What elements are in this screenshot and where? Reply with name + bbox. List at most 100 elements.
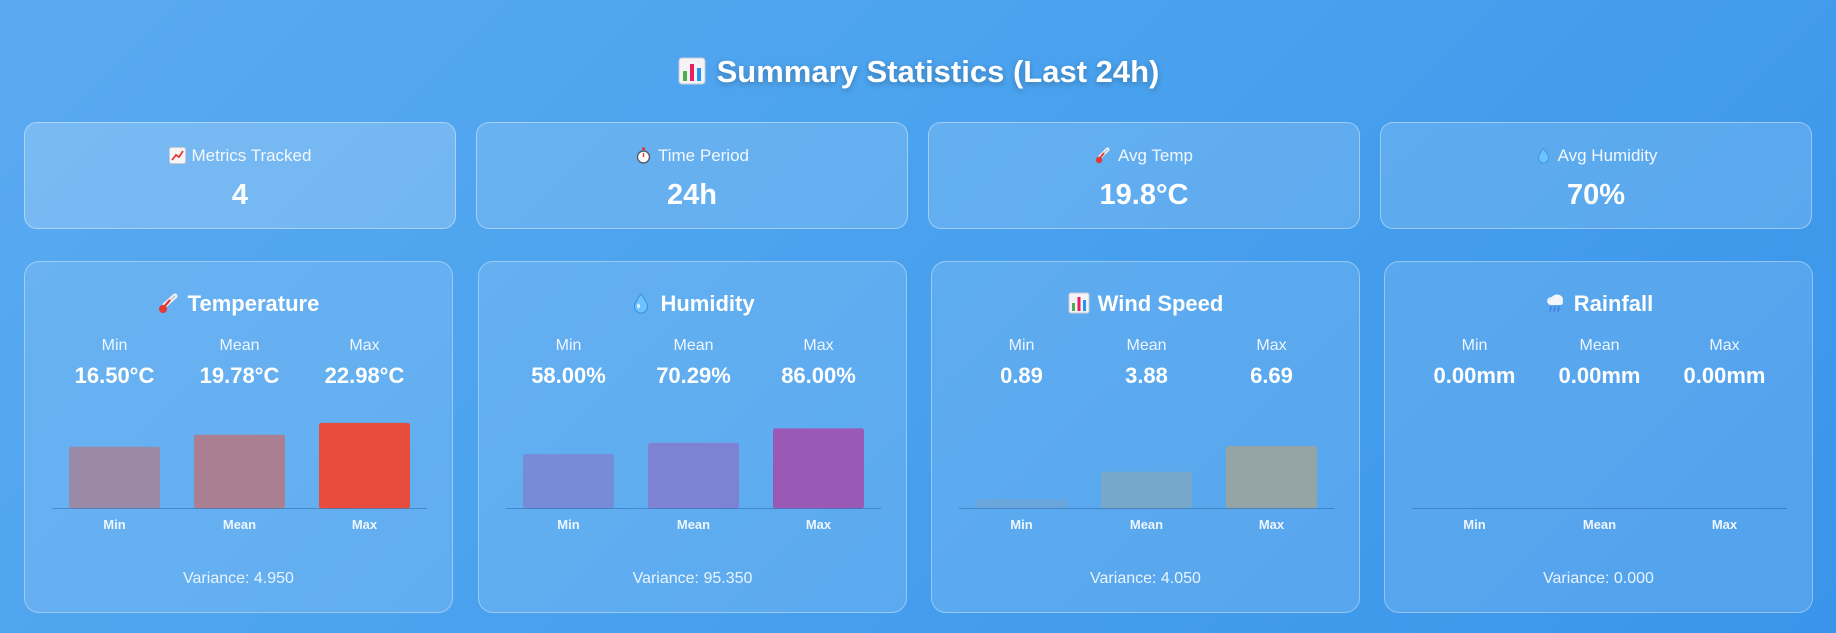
card-title: Wind Speed (932, 290, 1359, 318)
stat-label: Max (349, 337, 380, 354)
tick-label-max: Max (806, 517, 832, 529)
stat-min: Min 16.50°C (52, 336, 177, 390)
tick-label-mean: Mean (1583, 517, 1616, 529)
kpi-card-avg-humidity: Avg Humidity 70% (1380, 122, 1812, 229)
bar-chart: Min Mean Max (959, 404, 1334, 529)
kpi-label-text: Avg Humidity (1557, 146, 1658, 165)
bar-max (773, 428, 864, 509)
tick-label-min: Min (1010, 517, 1032, 529)
stat-label: Min (1461, 337, 1488, 354)
page-title: Summary Statistics (Last 24h) (0, 52, 1836, 92)
variance-text: Variance: 4.950 (183, 570, 294, 587)
stat-value: 22.98°C (324, 363, 405, 388)
card-title: Temperature (25, 290, 452, 318)
stat-max: Max 22.98°C (302, 336, 427, 390)
thermometer-icon (1095, 147, 1112, 164)
stat-max: Max 86.00% (756, 336, 881, 390)
tick-label-mean: Mean (223, 517, 256, 529)
kpi-card-metrics-tracked: Metrics Tracked 4 (24, 122, 456, 229)
variance-text: Variance: 0.000 (1543, 570, 1654, 587)
bar-chart-svg: Min Mean Max (506, 428, 881, 529)
tick-label-max: Max (1712, 517, 1738, 529)
stat-card-humidity: Humidity Min 58.00% Mean 70.29% Max 86.0… (478, 261, 907, 613)
bar-mean (194, 434, 285, 509)
card-title-text: Temperature (187, 291, 320, 316)
stopwatch-icon (635, 147, 652, 164)
stat-value: 70.29% (656, 363, 731, 388)
tick-label-mean: Mean (677, 517, 710, 529)
bar-chart-svg: Min Mean Max (1412, 508, 1787, 529)
stat-label: Mean (1579, 337, 1620, 354)
tick-label-min: Min (103, 517, 125, 529)
stat-value: 58.00% (531, 363, 606, 388)
tick-label-mean: Mean (1130, 517, 1163, 529)
kpi-card-avg-temp: Avg Temp 19.8°C (928, 122, 1360, 229)
stat-value: 0.89 (1000, 363, 1043, 388)
stat-min: Min 58.00% (506, 336, 631, 390)
bar-min (523, 454, 614, 509)
kpi-label-text: Metrics Tracked (191, 146, 312, 165)
variance-text: Variance: 95.350 (632, 570, 753, 587)
kpi-label-avg-temp: Avg Temp (929, 145, 1359, 167)
bar-min (976, 499, 1067, 509)
stat-min: Min 0.00mm (1412, 336, 1537, 390)
kpi-label-text: Time Period (657, 146, 749, 165)
kpi-value-metrics-tracked: 4 (231, 179, 249, 211)
bar-chart-svg: Min Mean Max (52, 422, 427, 529)
trend-up-icon (168, 147, 186, 164)
stat-value: 0.00mm (1558, 363, 1641, 388)
stat-card-wind-speed: Wind Speed Min 0.89 Mean 3.88 Max 6.69 M… (931, 261, 1360, 613)
stat-card-temperature: Temperature Min 16.50°C Mean 19.78°C Max… (24, 261, 453, 613)
stat-label: Mean (673, 337, 714, 354)
stat-value: 6.69 (1250, 363, 1293, 388)
page-title-text: Summary Statistics (Last 24h) (716, 54, 1160, 89)
card-title: Rainfall (1385, 290, 1812, 318)
stat-label: Min (1008, 337, 1035, 354)
kpi-label-text: Avg Temp (1118, 146, 1193, 165)
stat-min: Min 0.89 (959, 336, 1084, 390)
kpi-value-avg-temp: 19.8°C (1099, 179, 1189, 211)
stat-label: Max (803, 337, 834, 354)
bar-chart: Min Mean Max (1412, 404, 1787, 529)
kpi-value-time-period: 24h (667, 179, 717, 211)
card-title: Humidity (479, 290, 906, 318)
stat-mean: Mean 3.88 (1084, 336, 1209, 390)
stat-cards: Temperature Min 16.50°C Mean 19.78°C Max… (24, 261, 1813, 613)
card-title-text: Humidity (660, 291, 755, 316)
stat-mean: Mean 19.78°C (177, 336, 302, 390)
bar-chart: Min Mean Max (506, 404, 881, 529)
tick-label-min: Min (1463, 517, 1485, 529)
stat-value: 0.00mm (1433, 363, 1516, 388)
bar-chart-icon (1068, 292, 1090, 314)
stat-label: Min (101, 337, 128, 354)
stat-value: 86.00% (781, 363, 856, 388)
stat-label: Mean (219, 337, 260, 354)
stat-label: Max (1256, 337, 1287, 354)
bar-min (69, 446, 160, 509)
stat-value: 3.88 (1125, 363, 1168, 388)
bar-mean (1101, 471, 1192, 509)
card-title-text: Wind Speed (1097, 291, 1224, 316)
bar-max (1226, 445, 1317, 509)
droplet-icon (1535, 147, 1552, 164)
stat-label: Mean (1126, 337, 1167, 354)
stat-label: Min (555, 337, 582, 354)
kpi-value-avg-humidity: 70% (1566, 179, 1626, 211)
bar-max (319, 422, 410, 509)
tick-label-min: Min (557, 517, 579, 529)
tick-label-max: Max (352, 517, 378, 529)
stat-mean: Mean 70.29% (631, 336, 756, 390)
stat-label: Max (1709, 337, 1740, 354)
droplet-icon (630, 292, 652, 314)
stat-mean: Mean 0.00mm (1537, 336, 1662, 390)
stat-max: Max 0.00mm (1662, 336, 1787, 390)
bar-chart-svg: Min Mean Max (959, 445, 1334, 529)
kpi-card-time-period: Time Period 24h (476, 122, 908, 229)
stat-value: 19.78°C (199, 363, 280, 388)
stat-max: Max 6.69 (1209, 336, 1334, 390)
stat-value: 16.50°C (74, 363, 155, 388)
bar-mean (648, 442, 739, 509)
bar-chart-icon (677, 56, 707, 86)
bar-chart: Min Mean Max (52, 404, 427, 529)
rain-cloud-icon (1544, 292, 1566, 314)
